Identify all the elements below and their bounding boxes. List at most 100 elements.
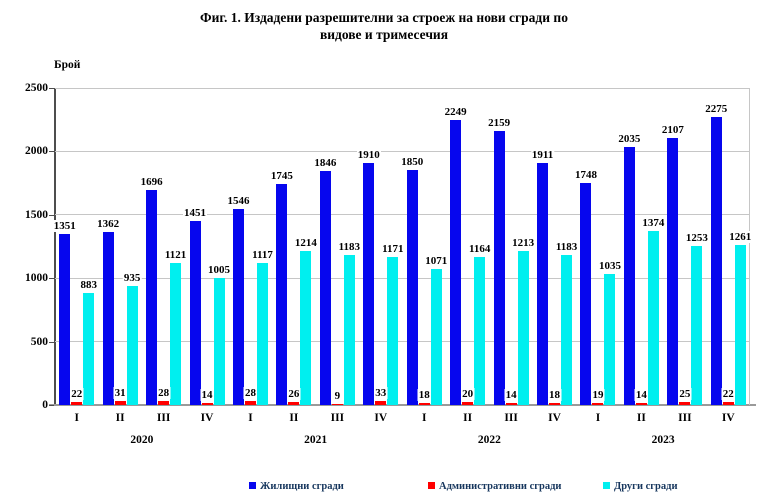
value-label: 14 xyxy=(634,389,648,402)
bar-Административни сгради-9 xyxy=(462,402,474,405)
value-label: 1451 xyxy=(183,207,208,220)
bar-Други сгради-6 xyxy=(343,255,355,405)
value-label: 1183 xyxy=(337,241,362,253)
bar-Жилищни сгради-10 xyxy=(493,131,505,405)
value-label: 18 xyxy=(548,388,562,401)
bar-Административни сгради-10 xyxy=(505,403,517,405)
value-label: 9 xyxy=(333,389,342,402)
value-label: 22 xyxy=(721,388,735,401)
bar-Други сгради-10 xyxy=(517,251,529,405)
bar-Жилищни сгради-13 xyxy=(623,146,635,405)
bar-Други сгради-2 xyxy=(170,262,182,405)
x-tick-quarter: II xyxy=(463,412,473,424)
value-label: 1121 xyxy=(163,248,188,261)
y-tick-label-1500: 1500 xyxy=(25,208,48,221)
legend-label-2: Административни сгради xyxy=(439,481,562,492)
bar-Административни сгради-0 xyxy=(71,402,83,405)
x-tick-year: 2023 xyxy=(651,434,675,446)
bar-Жилищни сгради-8 xyxy=(406,170,418,405)
x-tick-quarter: IV xyxy=(721,412,735,424)
y-tick-label-2500: 2500 xyxy=(25,82,48,94)
value-label: 2107 xyxy=(660,123,685,136)
value-label: 1351 xyxy=(52,219,77,232)
x-tick-quarter: I xyxy=(421,412,427,424)
x-tick-quarter: I xyxy=(74,412,79,424)
y-tick-mark-0 xyxy=(49,405,54,406)
legend-swatch-1 xyxy=(249,482,256,489)
value-label: 1261 xyxy=(728,231,753,244)
value-label: 1214 xyxy=(293,237,318,250)
bar-Жилищни сгради-2 xyxy=(146,189,158,405)
legend-label-1: Жилищни сгради xyxy=(260,481,344,492)
gridline-1500 xyxy=(55,214,750,216)
bar-Други сгради-0 xyxy=(83,293,95,405)
value-label: 1071 xyxy=(424,255,449,268)
bar-Административни сгради-1 xyxy=(114,401,126,405)
x-tick-quarter: I xyxy=(248,412,253,424)
bar-Жилищни сгради-9 xyxy=(450,119,462,405)
value-label: 2035 xyxy=(617,132,642,145)
bar-Други сгради-5 xyxy=(300,251,312,405)
bar-Административни сгради-15 xyxy=(722,402,734,405)
value-label: 1362 xyxy=(96,218,121,231)
value-label: 1846 xyxy=(313,156,338,169)
chart-title-line2: видове и тримесечия xyxy=(319,27,449,42)
x-tick-year: 2020 xyxy=(130,434,154,446)
bar-Други сгради-8 xyxy=(430,269,442,405)
y-tick-mark-1000 xyxy=(49,278,54,280)
bar-Други сгради-9 xyxy=(474,257,486,405)
bar-Административни сгради-7 xyxy=(375,400,387,405)
x-tick-quarter: IV xyxy=(200,412,214,424)
bar-Административни сгради-6 xyxy=(331,403,343,405)
value-label: 18 xyxy=(417,388,431,401)
value-label: 25 xyxy=(678,387,692,400)
x-tick-quarter: III xyxy=(504,412,518,424)
bar-Други сгради-13 xyxy=(647,230,659,405)
bar-Други сгради-7 xyxy=(387,256,399,405)
value-label: 1910 xyxy=(356,148,381,161)
bar-Административни сгради-14 xyxy=(679,401,691,405)
value-label: 28 xyxy=(157,387,171,400)
x-tick-quarter: II xyxy=(115,412,125,424)
legend-swatch-2 xyxy=(428,482,435,489)
value-label: 1035 xyxy=(597,259,622,272)
bar-Административни сгради-11 xyxy=(549,402,561,405)
bar-Административни сгради-13 xyxy=(635,403,647,405)
bar-Други сгради-12 xyxy=(604,273,616,405)
y-tick-mark-2500 xyxy=(49,88,54,89)
value-label: 1696 xyxy=(139,175,164,188)
legend-item-2: Административни сгради xyxy=(428,481,561,493)
value-label: 14 xyxy=(200,389,214,402)
value-label: 2275 xyxy=(704,102,729,115)
bar-Жилищни сгради-6 xyxy=(319,170,331,405)
value-label: 28 xyxy=(243,387,257,400)
bar-Жилищни сгради-11 xyxy=(537,162,549,405)
x-axis-line xyxy=(49,404,756,406)
value-label: 1745 xyxy=(269,169,294,182)
y-tick-label-2000: 2000 xyxy=(25,145,48,158)
x-tick-year: 2022 xyxy=(477,434,501,446)
bar-Други сгради-11 xyxy=(561,255,573,405)
value-label: 22 xyxy=(70,388,84,401)
x-tick-quarter: II xyxy=(289,412,299,424)
value-label: 1850 xyxy=(400,156,425,169)
value-label: 2249 xyxy=(443,105,468,118)
legend-label-3: Други сгради xyxy=(614,481,678,492)
value-label: 883 xyxy=(79,279,98,292)
gridline-1000 xyxy=(55,277,750,279)
value-label: 20 xyxy=(461,388,475,401)
bar-Жилищни сгради-0 xyxy=(59,233,71,405)
value-label: 1546 xyxy=(226,194,251,207)
y-axis-line xyxy=(54,88,56,405)
value-label: 1005 xyxy=(207,263,232,276)
value-label: 31 xyxy=(113,387,127,400)
x-tick-quarter: III xyxy=(156,412,171,424)
bar-Административни сгради-8 xyxy=(418,402,430,405)
x-tick-quarter: I xyxy=(595,412,601,424)
bar-Административни сгради-5 xyxy=(288,401,300,405)
value-label: 19 xyxy=(591,388,605,401)
chart-title-line1: Фиг. 1. Издадени разрешителни за строеж … xyxy=(200,10,568,25)
bar-Жилищни сгради-14 xyxy=(667,137,679,405)
plot-right-border xyxy=(749,88,750,405)
